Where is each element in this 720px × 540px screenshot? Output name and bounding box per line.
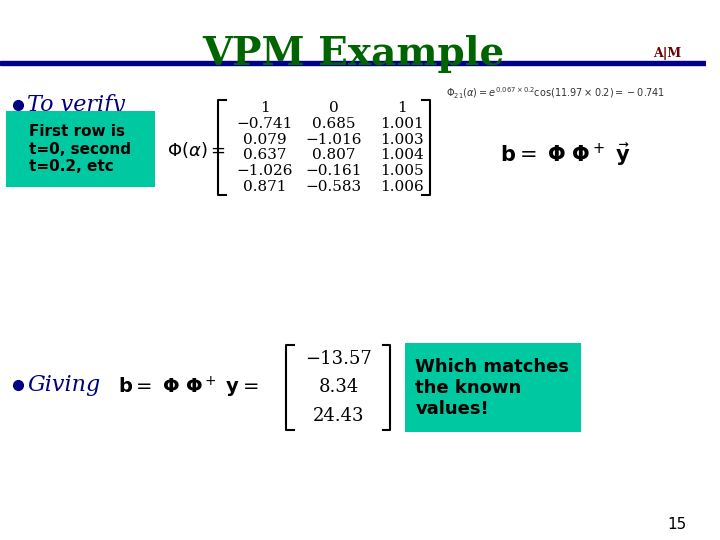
Text: 0.685: 0.685	[312, 117, 355, 131]
Text: −0.583: −0.583	[305, 180, 361, 194]
Text: Which matches
the known
values!: Which matches the known values!	[415, 358, 570, 418]
Text: 1.005: 1.005	[380, 164, 424, 178]
Text: −13.57: −13.57	[305, 350, 372, 368]
FancyBboxPatch shape	[405, 343, 581, 432]
Text: $\mathbf{b} = \ \mathbf{\Phi}\ \mathbf{\Phi}^+\ \mathbf{\vec{y}}$: $\mathbf{b} = \ \mathbf{\Phi}\ \mathbf{\…	[500, 141, 631, 168]
Text: 1.006: 1.006	[380, 180, 424, 194]
Text: First row is
t=0, second
t=0.2, etc: First row is t=0, second t=0.2, etc	[30, 124, 132, 174]
Text: 8.34: 8.34	[318, 379, 359, 396]
Text: −0.161: −0.161	[305, 164, 362, 178]
Text: $\mathbf{b} = \ \mathbf{\Phi}\ \mathbf{\Phi}^+\ \mathbf{y}=$: $\mathbf{b} = \ \mathbf{\Phi}\ \mathbf{\…	[118, 374, 258, 400]
FancyBboxPatch shape	[6, 111, 155, 187]
Text: VPM Example: VPM Example	[202, 35, 504, 73]
Text: 1.003: 1.003	[380, 133, 424, 146]
Text: $\Phi(\alpha)=$: $\Phi(\alpha)=$	[167, 140, 225, 160]
Text: −1.016: −1.016	[305, 133, 362, 146]
Text: 0.637: 0.637	[243, 148, 287, 163]
Text: Giving: Giving	[27, 374, 101, 396]
Text: 24.43: 24.43	[312, 407, 364, 425]
Text: 15: 15	[667, 517, 687, 532]
Text: −0.741: −0.741	[237, 117, 293, 131]
Text: 0.807: 0.807	[312, 148, 355, 163]
Text: To verify: To verify	[27, 94, 125, 116]
Text: 0.871: 0.871	[243, 180, 287, 194]
Text: 0.079: 0.079	[243, 133, 287, 146]
Text: 1: 1	[397, 101, 407, 115]
Text: 1.004: 1.004	[380, 148, 424, 163]
Text: 1.001: 1.001	[380, 117, 424, 131]
Text: $\Phi_{21}(\alpha)=e^{0.067\times0.2}\cos(11.97\times0.2)=-0.741$: $\Phi_{21}(\alpha)=e^{0.067\times0.2}\co…	[446, 85, 665, 100]
Text: A|M: A|M	[653, 46, 681, 59]
Bar	[0, 61, 706, 65]
Text: 1: 1	[260, 101, 270, 115]
Text: −1.026: −1.026	[237, 164, 293, 178]
Text: 0: 0	[329, 101, 338, 115]
